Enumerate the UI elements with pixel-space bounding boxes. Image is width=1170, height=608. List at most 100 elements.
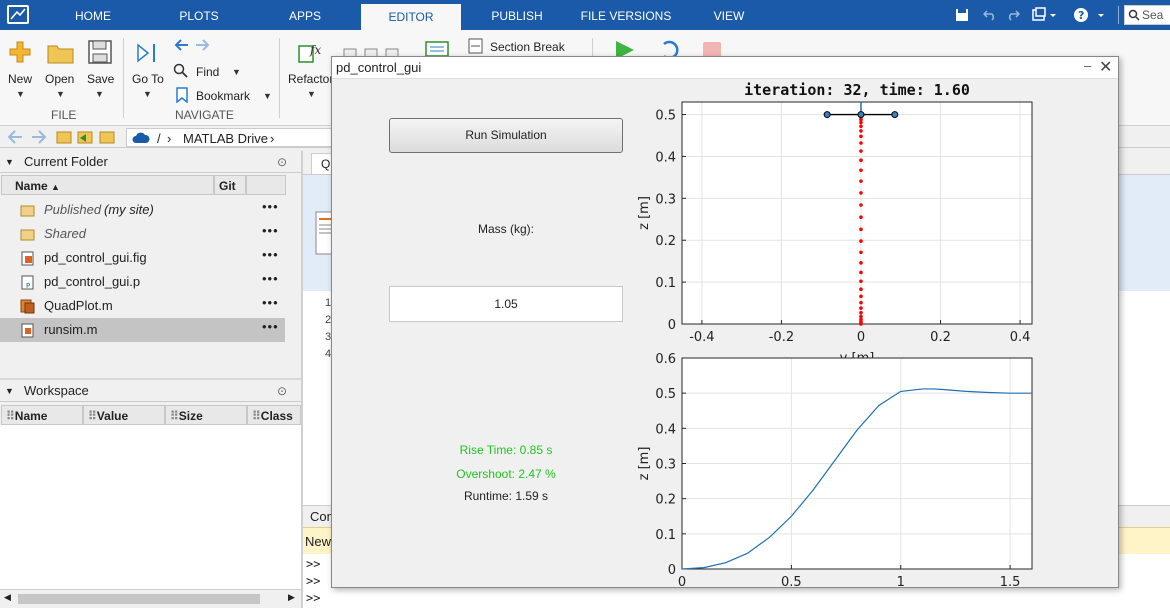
panel-menu-icon[interactable]: ⊙ [277, 384, 288, 398]
help-icon[interactable]: ? [1073, 7, 1109, 23]
chevron-down-icon[interactable]: ▼ [95, 89, 104, 99]
tab-editor[interactable]: EDITOR [361, 4, 461, 30]
folder-item[interactable]: Published (my site) ••• [0, 198, 285, 222]
back-forward-icon[interactable] [174, 38, 212, 52]
column-header-value[interactable]: ⠿Value [83, 405, 165, 425]
matlab-window-icon[interactable] [7, 5, 29, 24]
column-label: Name [14, 409, 48, 423]
chevron-down-icon[interactable]: ▼ [143, 89, 152, 99]
run-icon[interactable] [614, 40, 636, 58]
folder-nav-icons[interactable] [56, 129, 120, 145]
bookmark-icon[interactable] [175, 87, 189, 103]
path-root[interactable]: / [157, 131, 161, 146]
open-button[interactable]: Open [45, 72, 75, 86]
column-header-class[interactable]: ⠿Class [247, 405, 301, 425]
axes-frame [681, 101, 1033, 325]
divider [1118, 6, 1119, 24]
chevron-down-icon[interactable]: ▼ [232, 67, 241, 77]
refactor-button[interactable]: Refactor [288, 72, 334, 86]
search-box[interactable]: Sea [1124, 5, 1170, 25]
trajectory-point [859, 261, 863, 265]
path-field[interactable]: / › MATLAB Drive › [126, 128, 336, 147]
divider [279, 38, 280, 118]
y-tick-label: 0.3 [655, 192, 676, 207]
undo-icon[interactable] [983, 9, 997, 21]
tab-view[interactable]: VIEW [713, 9, 745, 23]
save-button[interactable]: Save [87, 72, 115, 86]
back-forward-icon[interactable] [8, 130, 48, 144]
file-item[interactable]: runsim.m ••• [0, 318, 285, 342]
more-options-icon[interactable]: ••• [262, 247, 279, 262]
splitter[interactable] [301, 151, 303, 608]
collapse-icon[interactable]: ▼ [5, 386, 14, 396]
go-to-icon[interactable] [134, 40, 160, 66]
window-layout-icon[interactable] [1032, 7, 1058, 23]
more-options-icon[interactable]: ••• [262, 295, 279, 310]
scroll-thumb[interactable] [18, 594, 260, 604]
prompt: >> [306, 591, 321, 605]
figure-titlebar[interactable]: pd_control_gui – ✕ [332, 57, 1118, 79]
file-name: QuadPlot.m [44, 298, 113, 313]
code-format-icons[interactable] [343, 48, 403, 58]
more-options-icon[interactable]: ••• [262, 271, 279, 286]
axes-bottom[interactable]: 0 0.5 1 1.5 0 0.1 0.2 0.3 0.4 0.5 0.6 z [m] [622, 347, 1052, 587]
more-options-icon[interactable]: ••• [262, 199, 279, 214]
figure-window[interactable]: pd_control_gui – ✕ Run Simulation Mass (… [331, 56, 1119, 588]
column-header-name[interactable]: ⠿Name [1, 405, 83, 425]
run-simulation-button[interactable]: Run Simulation [389, 118, 623, 153]
runtime-text: Runtime: 1.59 s [463, 489, 549, 503]
column-header-git[interactable]: Git [214, 175, 246, 195]
close-icon[interactable]: ✕ [1099, 59, 1113, 76]
tab-publish[interactable]: PUBLISH [491, 9, 543, 23]
folder-item[interactable]: Shared ••• [0, 222, 285, 246]
divider [592, 38, 593, 58]
trajectory-point [859, 294, 863, 299]
tab-home[interactable]: HOME [75, 9, 111, 23]
section-break-button[interactable]: Section Break [490, 40, 565, 54]
chevron-down-icon[interactable]: ▼ [263, 91, 272, 101]
new-button[interactable]: New [8, 72, 33, 86]
collapse-icon[interactable]: ▼ [5, 157, 14, 167]
scroll-right-icon[interactable]: ▶ [288, 592, 295, 602]
horizontal-scrollbar[interactable]: ◀ ▶ [0, 589, 301, 607]
column-header-size[interactable]: ⠿Size [165, 405, 247, 425]
column-label: Name [15, 179, 48, 193]
chevron-down-icon[interactable]: ▼ [16, 89, 25, 99]
y-tick-label: 0.2 [655, 234, 676, 249]
panel-menu-icon[interactable]: ⊙ [277, 155, 288, 169]
workspace-header: ▼ Workspace ⊙ [0, 380, 301, 402]
scroll-left-icon[interactable]: ◀ [4, 592, 11, 602]
group-label-navigate: NAVIGATE [175, 108, 234, 122]
redo-icon[interactable] [1006, 9, 1020, 21]
new-plus-icon[interactable] [8, 40, 32, 66]
tab-file-versions[interactable]: FILE VERSIONS [580, 9, 672, 23]
open-folder-icon[interactable] [47, 42, 75, 64]
splitter[interactable] [0, 378, 301, 380]
tab-apps[interactable]: APPS [288, 9, 321, 23]
bookmark-button[interactable]: Bookmark [196, 89, 251, 103]
column-header-name[interactable]: Name ▲ [1, 175, 214, 195]
go-to-button[interactable]: Go To [132, 72, 164, 86]
file-item[interactable]: QuadPlot.m ••• [0, 294, 285, 318]
file-item[interactable]: pd_control_gui.fig ••• [0, 246, 285, 270]
minimize-icon[interactable]: – [1084, 58, 1092, 73]
axes-top[interactable]: -0.4 -0.2 0 0.2 0.4 0 0.1 0.2 0.3 0.4 0.5 z [m] iter… [622, 77, 1052, 359]
refactor-icon[interactable]: fx [297, 40, 323, 66]
section-break-icon[interactable] [468, 38, 484, 54]
figure-title: pd_control_gui [336, 60, 422, 75]
find-icon[interactable] [173, 63, 189, 79]
more-options-icon[interactable]: ••• [262, 319, 279, 334]
stop-icon[interactable] [702, 41, 722, 57]
more-options-icon[interactable]: ••• [262, 223, 279, 238]
chevron-down-icon[interactable]: ▼ [56, 89, 65, 99]
save-disk-icon[interactable] [88, 40, 112, 64]
y-axis-label: z [m] [637, 196, 652, 230]
path-folder[interactable]: MATLAB Drive [183, 131, 268, 146]
tab-plots[interactable]: PLOTS [179, 9, 219, 23]
chevron-down-icon[interactable]: ▼ [307, 89, 316, 99]
mass-input[interactable]: 1.05 [389, 286, 623, 322]
file-m-icon [21, 323, 34, 338]
save-quick-icon[interactable] [955, 8, 969, 22]
find-button[interactable]: Find [196, 65, 220, 79]
